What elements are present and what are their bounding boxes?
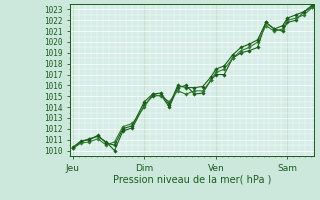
X-axis label: Pression niveau de la mer( hPa ): Pression niveau de la mer( hPa ) bbox=[113, 174, 271, 184]
